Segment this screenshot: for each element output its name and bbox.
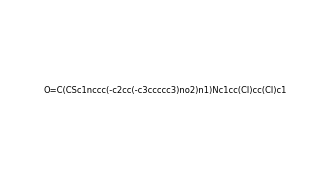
Text: O=C(CSc1nccc(-c2cc(-c3ccccc3)no2)n1)Nc1cc(Cl)cc(Cl)c1: O=C(CSc1nccc(-c2cc(-c3ccccc3)no2)n1)Nc1c… — [44, 86, 287, 95]
